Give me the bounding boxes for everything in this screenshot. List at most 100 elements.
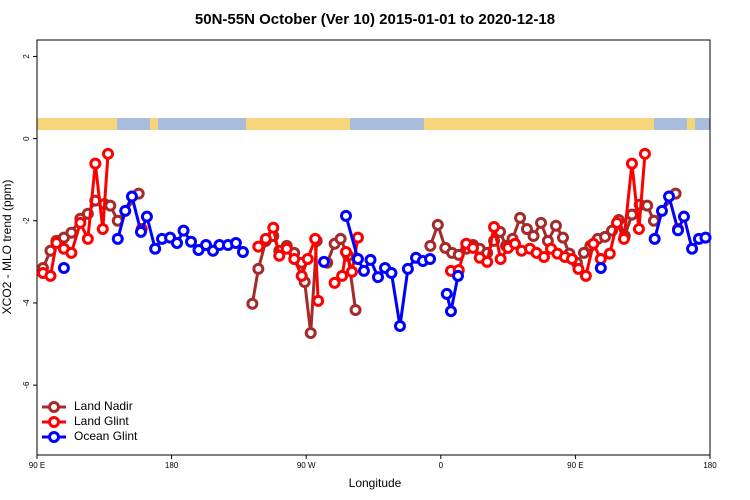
data-point	[345, 265, 358, 278]
data-point	[236, 246, 249, 259]
data-point	[96, 223, 109, 236]
y-tick-label: 2	[22, 54, 31, 59]
data-point	[301, 253, 314, 266]
data-point	[339, 246, 352, 259]
data-point	[267, 221, 280, 234]
data-point	[535, 216, 548, 229]
data-point	[618, 232, 631, 245]
data-point	[594, 262, 607, 275]
y-tick-label: -6	[22, 381, 31, 389]
data-point	[259, 232, 272, 245]
data-point	[81, 232, 94, 245]
data-point	[140, 210, 153, 223]
data-point	[50, 236, 63, 249]
data-point	[663, 190, 676, 203]
y-axis-label: XCO2 - MLO trend (ppm)	[0, 180, 14, 315]
data-point	[625, 157, 638, 170]
data-point	[119, 204, 132, 217]
data-point	[451, 269, 464, 282]
data-point	[125, 190, 138, 203]
data-point	[655, 204, 668, 217]
data-point	[549, 219, 562, 232]
data-point	[424, 239, 437, 252]
chart-title: 50N-55N October (Ver 10) 2015-01-01 to 2…	[195, 11, 555, 28]
data-point	[556, 231, 569, 244]
data-point	[288, 253, 301, 266]
data-point	[351, 231, 364, 244]
data-point	[699, 231, 712, 244]
data-point	[273, 249, 286, 262]
data-point	[514, 211, 527, 224]
data-point	[170, 236, 183, 249]
data-point	[431, 218, 444, 231]
x-axis-label: Longitude	[349, 476, 402, 490]
land-ocean-strip	[37, 118, 710, 130]
data-point	[336, 269, 349, 282]
legend-label: Land Nadir	[74, 399, 133, 413]
data-point	[252, 262, 265, 275]
data-point	[104, 199, 117, 212]
data-point	[364, 253, 377, 266]
data-point	[625, 208, 638, 221]
data-point	[572, 262, 585, 275]
data-point	[349, 303, 362, 316]
data-point	[579, 269, 592, 282]
data-point	[185, 235, 198, 248]
data-point	[577, 246, 590, 259]
data-point	[304, 326, 317, 339]
data-point	[252, 240, 265, 253]
data-point	[65, 246, 78, 259]
data-point	[638, 147, 651, 160]
data-point	[603, 247, 616, 260]
data-point	[444, 305, 457, 318]
data-point	[393, 319, 406, 332]
x-tick-label: 180	[165, 461, 179, 470]
data-point	[641, 199, 654, 212]
data-point	[280, 242, 293, 255]
data-point	[44, 269, 57, 282]
data-point	[401, 262, 414, 275]
data-point	[351, 253, 364, 266]
data-point	[677, 210, 690, 223]
data-point	[295, 269, 308, 282]
legend-marker	[48, 416, 60, 428]
data-point	[328, 276, 341, 289]
data-point	[357, 264, 370, 277]
y-tick-label: -2	[22, 217, 31, 225]
data-point	[494, 253, 507, 266]
data-point	[246, 297, 259, 310]
data-point	[111, 232, 124, 245]
data-point	[565, 253, 578, 266]
x-tick-label: 0	[439, 461, 444, 470]
data-point	[508, 237, 521, 250]
data-point	[671, 224, 684, 237]
data-point	[481, 255, 494, 268]
x-tick-label: 180	[703, 461, 717, 470]
legend-label: Ocean Glint	[74, 429, 138, 443]
data-point	[89, 157, 102, 170]
plot-frame	[36, 39, 711, 456]
data-point	[44, 244, 57, 257]
data-point	[488, 220, 501, 233]
data-point	[520, 223, 533, 236]
data-point	[527, 229, 540, 242]
x-tick-label: 90 E	[29, 461, 45, 470]
data-point	[610, 216, 623, 229]
y-tick-label: 0	[22, 136, 31, 141]
data-point	[57, 262, 70, 275]
data-point	[229, 236, 242, 249]
data-point	[134, 225, 147, 238]
data-point	[648, 232, 661, 245]
legend-marker	[48, 401, 60, 413]
legend-marker	[48, 431, 60, 443]
data-point	[177, 224, 190, 237]
x-tick-label: 90 W	[297, 461, 316, 470]
data-point	[74, 216, 87, 229]
data-point	[537, 250, 550, 263]
y-tick-label: -4	[22, 299, 31, 307]
x-tick-label: 90 E	[567, 461, 583, 470]
data-point	[686, 242, 699, 255]
data-point	[587, 237, 600, 250]
legend-label: Land Glint	[74, 414, 129, 428]
